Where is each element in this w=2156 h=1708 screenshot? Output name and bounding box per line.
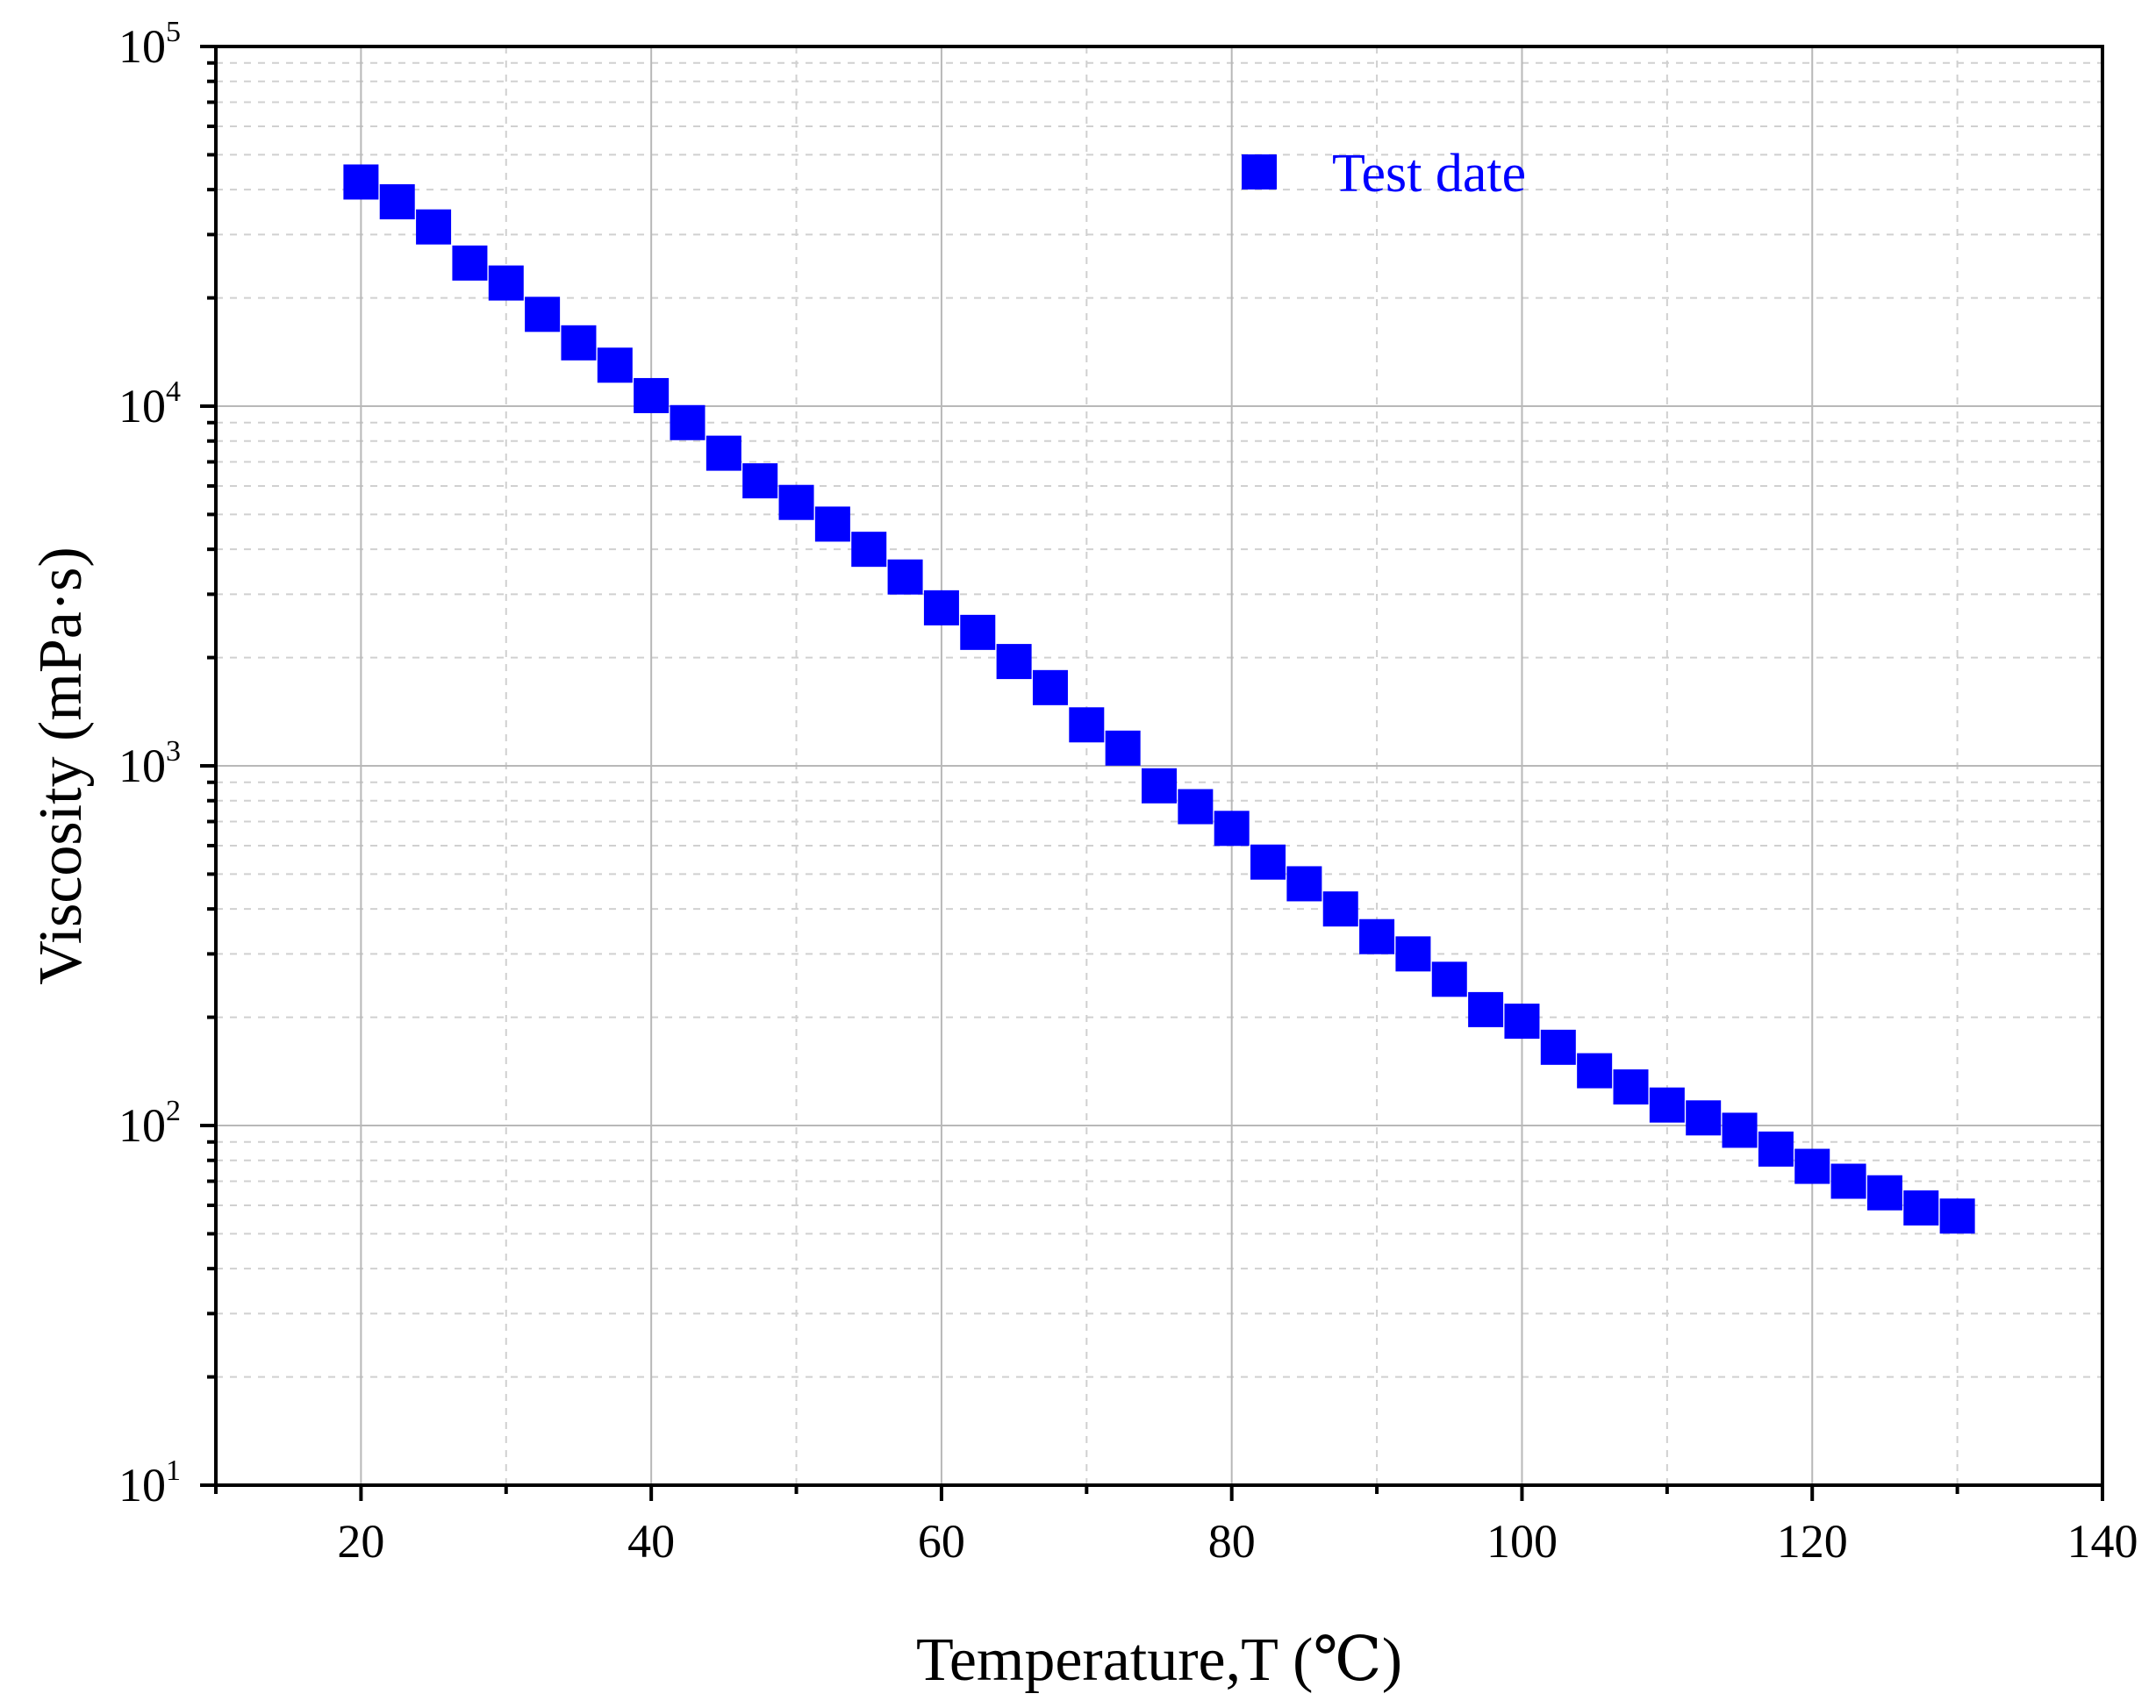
minor-grid [216,46,2102,1485]
x-tick-label: 60 [918,1515,965,1568]
y-tick-label: 103 [118,735,181,792]
data-point [1069,707,1105,743]
y-tick-label: 102 [118,1095,181,1152]
data-point [1903,1190,1939,1226]
x-tick-label: 100 [1486,1515,1558,1568]
data-point [379,184,415,220]
data-point [960,614,996,650]
data-point [1794,1148,1830,1184]
data-point [706,435,741,471]
data-point [561,325,597,361]
x-tick-label: 80 [1208,1515,1256,1568]
x-tick-label: 20 [337,1515,384,1568]
data-point [1395,936,1431,972]
data-point [1830,1163,1866,1199]
y-tick-label: 104 [118,375,181,432]
x-tick-label: 120 [1777,1515,1848,1568]
data-point [1686,1100,1722,1136]
data-point [1178,789,1214,825]
data-points [343,164,1975,1234]
data-point [1649,1087,1685,1123]
legend: Test date [1242,144,1526,204]
data-point [1250,844,1286,880]
y-tick-label: 105 [118,16,181,73]
data-point [1540,1029,1576,1065]
data-point [1468,991,1504,1027]
data-point [1032,669,1068,705]
data-point [1577,1053,1613,1089]
data-point [416,209,452,245]
data-point [1939,1198,1975,1234]
data-point [1322,891,1358,927]
y-tick-labels: 101 102 103 104 105 [118,16,181,1511]
x-axis-title: Temperature,T (℃) [916,1626,1402,1694]
data-point [1866,1175,1902,1211]
data-point [887,559,923,595]
data-point [851,532,887,568]
data-point [452,245,488,281]
data-point [996,644,1032,680]
data-point [670,404,706,440]
legend-label: Test date [1332,144,1526,204]
data-point [1359,918,1395,954]
x-tick-label: 40 [627,1515,675,1568]
data-point [742,463,778,499]
y-tick-label: 101 [118,1454,181,1511]
data-point [1758,1131,1794,1167]
data-point [488,265,524,301]
data-point [814,506,850,542]
data-point [597,347,633,383]
data-point [1722,1112,1758,1148]
data-point [343,164,379,200]
data-point [634,377,670,413]
data-point [1286,866,1322,902]
data-point [1105,730,1141,766]
data-point [525,297,561,332]
data-point [923,590,959,625]
plot-frame [214,45,2104,1487]
data-point [1613,1069,1649,1105]
legend-marker [1242,154,1277,189]
x-tick-labels: 20 40 60 80 100 120 140 [337,1515,2138,1568]
data-point [1431,961,1467,997]
data-point [1142,768,1177,804]
data-point [1504,1004,1540,1040]
major-grid [216,46,2102,1485]
x-tick-label: 140 [2067,1515,2138,1568]
data-point [778,484,814,520]
y-axis-title: Viscosity (mPa·s) [27,547,95,984]
data-point [1214,811,1250,847]
